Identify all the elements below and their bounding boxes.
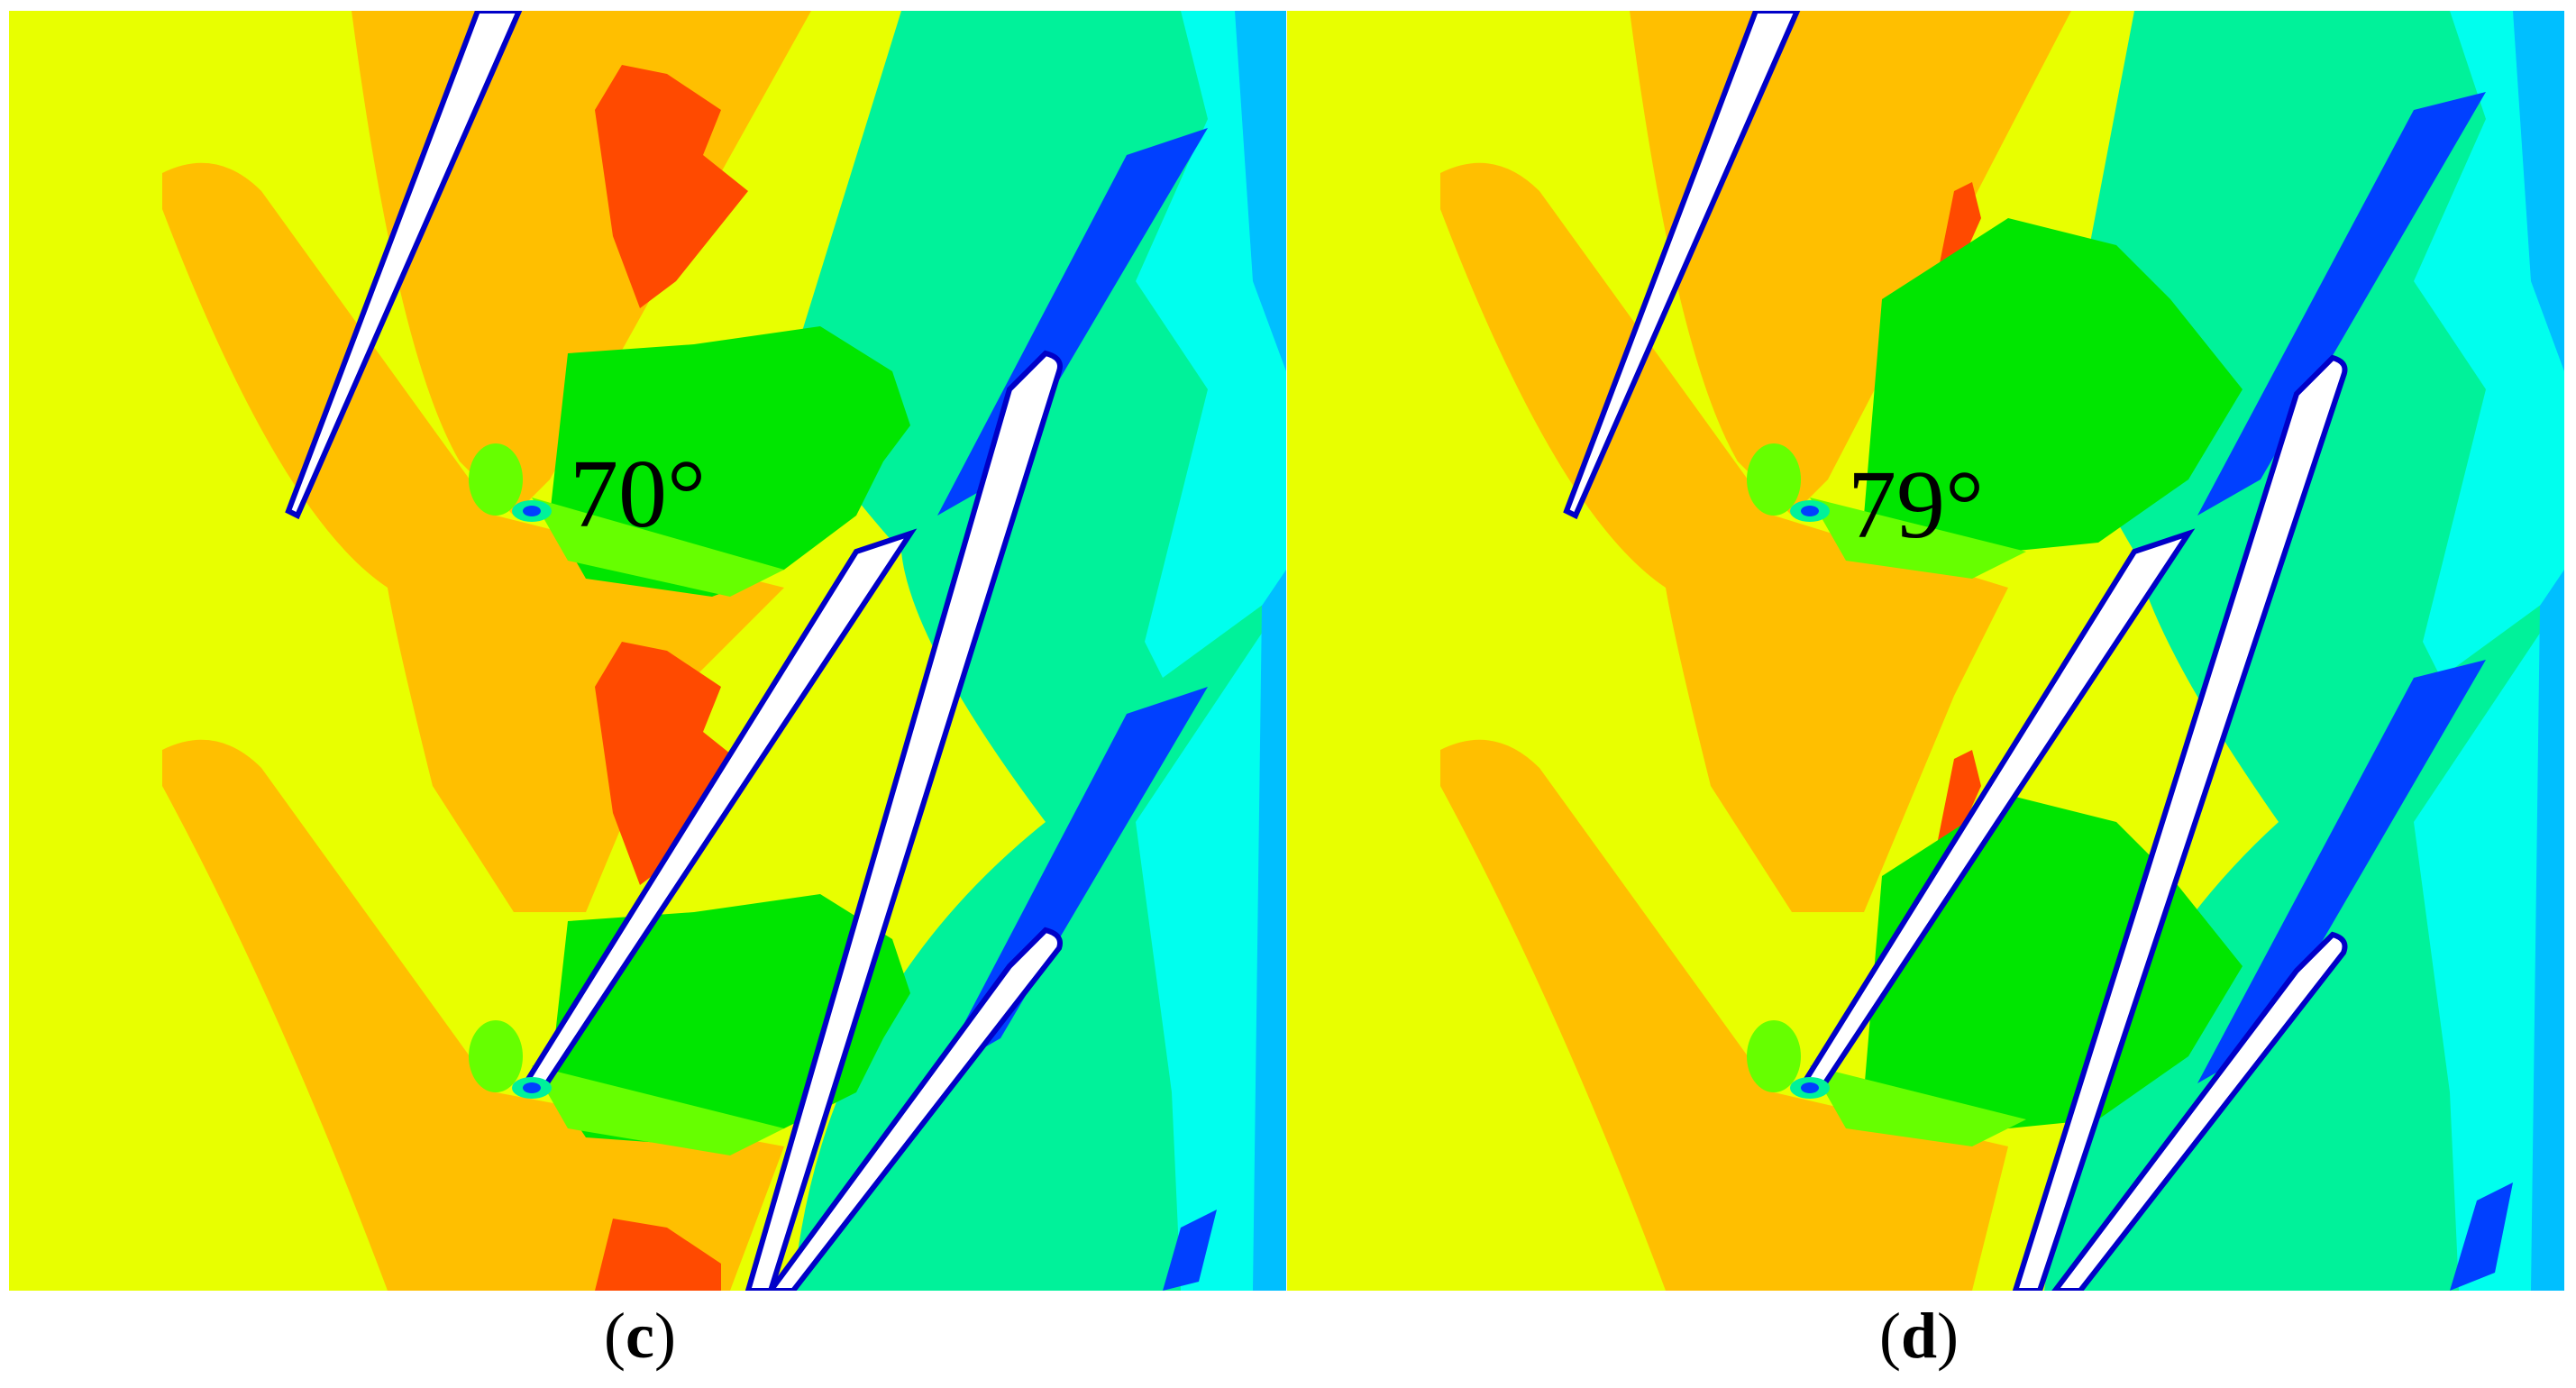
vortex-spot — [1747, 443, 1801, 516]
panel-caption-c: (c) — [604, 1303, 676, 1368]
light-blue-region — [2513, 11, 2564, 371]
orange-region — [1440, 739, 2008, 1291]
vortex-spot — [1801, 506, 1819, 516]
blade — [1563, 11, 1801, 520]
light-green-region — [1810, 498, 2026, 579]
light-blue-region — [1253, 570, 1286, 1291]
red-region — [595, 65, 748, 308]
light-green-region — [532, 498, 784, 597]
caption-letter: d — [1900, 1300, 1938, 1372]
orange-region — [1440, 162, 2008, 912]
light-blue-region — [2531, 570, 2564, 1291]
angle-label-c: 70° — [570, 441, 707, 548]
vortex-spot — [1747, 1020, 1801, 1092]
caption-paren-open: ( — [604, 1300, 626, 1372]
contour-panel-c — [9, 11, 1286, 1291]
panel-caption-d: (d) — [1879, 1303, 1959, 1368]
caption-letter: c — [625, 1300, 654, 1372]
red-region — [595, 642, 748, 885]
blade — [2051, 931, 2348, 1291]
blade — [767, 927, 1063, 1291]
blue-band — [1163, 1210, 1217, 1291]
vortex-spot — [523, 1082, 541, 1093]
blue-band — [2197, 92, 2486, 516]
blade — [285, 11, 523, 520]
vortex-spot — [523, 506, 541, 516]
vortex-spot — [469, 1020, 523, 1092]
red-region — [595, 1219, 721, 1291]
blade — [2012, 354, 2348, 1291]
vortex-spot — [1801, 1082, 1819, 1093]
blue-band — [2450, 1183, 2513, 1291]
angle-label-d: 79° — [1848, 452, 1985, 559]
orange-region — [162, 739, 784, 1291]
light-green-region — [1810, 1065, 2026, 1146]
light-green-region — [532, 1065, 784, 1155]
caption-paren-open: ( — [1879, 1300, 1901, 1372]
green-region — [1864, 218, 2243, 552]
contour-panel-d — [1287, 11, 2564, 1291]
blade — [744, 350, 1063, 1291]
caption-paren-close: ) — [1937, 1300, 1959, 1372]
cyan-region — [2414, 597, 2564, 1291]
light-blue-region — [1235, 11, 1286, 371]
cyan-region — [1136, 597, 1286, 1291]
blue-band — [2197, 660, 2486, 1083]
caption-paren-close: ) — [653, 1300, 676, 1372]
vortex-spot — [469, 443, 523, 516]
